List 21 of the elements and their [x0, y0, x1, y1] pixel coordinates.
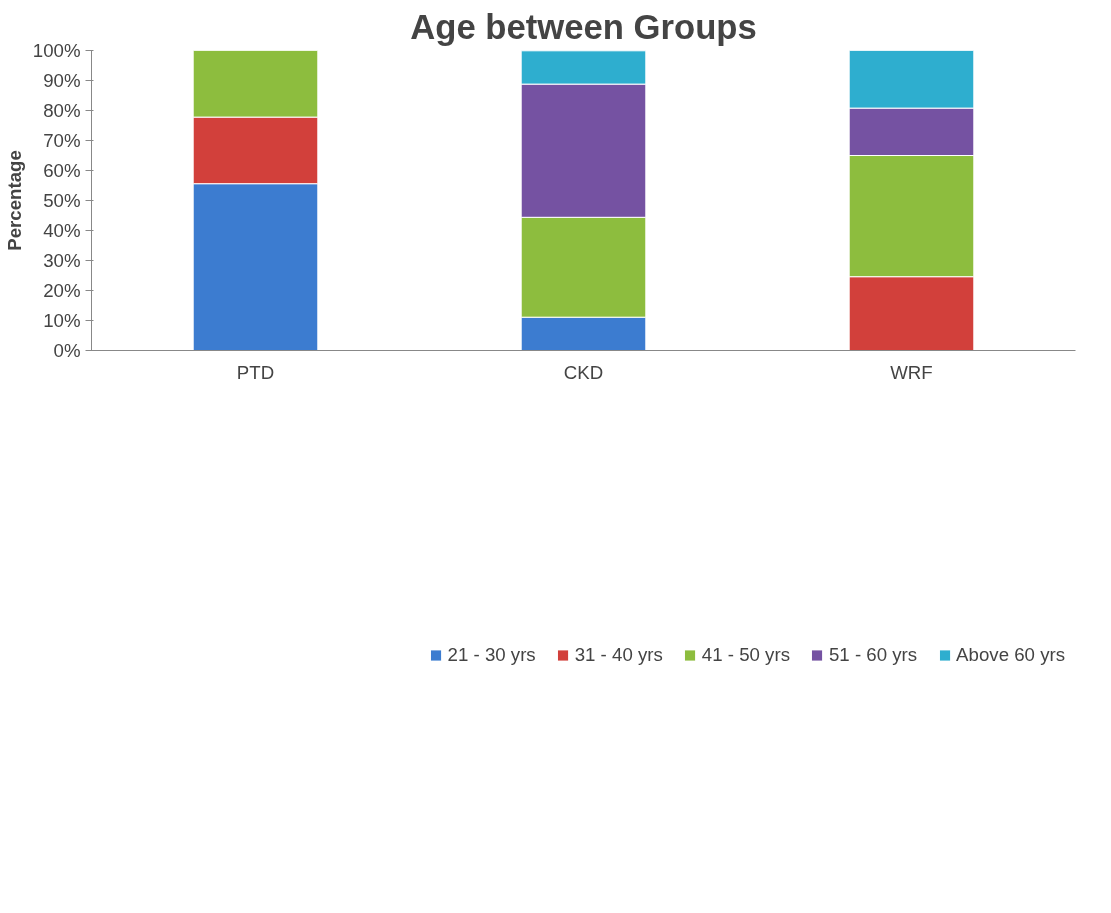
legend-label: Above 60 yrs: [956, 644, 1065, 666]
y-tick-label: 100%: [32, 40, 81, 61]
x-tick-label: WRF: [890, 361, 933, 383]
y-tick-label: 0%: [53, 340, 81, 361]
legend-label: 51 - 60 yrs: [828, 644, 918, 666]
y-tick-label: 40%: [43, 220, 81, 241]
chart-title: Age between Groups: [410, 7, 757, 46]
legend-label: 31 - 40 yrs: [574, 644, 663, 666]
y-tick-label: 70%: [43, 130, 81, 151]
y-axis-title: Percentage: [3, 150, 25, 251]
y-tick-label: 90%: [43, 70, 81, 91]
y-tick-label: 20%: [43, 280, 81, 301]
x-tick-label: PTD: [236, 361, 275, 383]
y-tick-label: 50%: [43, 190, 81, 211]
y-tick-label: 60%: [43, 160, 81, 181]
legend-label: 41 - 50 yrs: [701, 644, 790, 666]
y-tick-label: 80%: [43, 100, 81, 121]
x-tick-label: CKD: [563, 361, 604, 383]
y-tick-label: 30%: [43, 250, 81, 271]
legend-label: 21 - 30 yrs: [447, 644, 536, 666]
y-tick-label: 10%: [43, 310, 81, 331]
